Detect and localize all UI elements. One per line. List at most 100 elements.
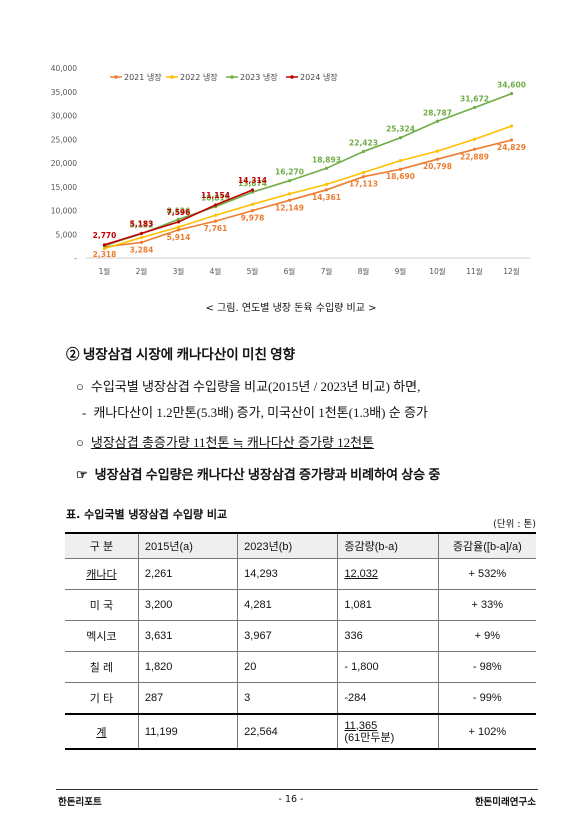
data-label: 17,113 (349, 180, 378, 189)
y-tick-label: 15,000 (51, 183, 77, 192)
table-cell: - 98% (437, 651, 536, 683)
data-label: 5,914 (167, 233, 191, 242)
data-label: 18,690 (386, 172, 415, 181)
table-cell: 증감량(b-a) (337, 532, 439, 559)
data-point (176, 217, 181, 222)
data-point (139, 231, 144, 235)
data-point (435, 157, 440, 161)
bullet-item: ☞ 냉장삼겹 수입량은 캐나다산 냉장삼겹 증가량과 비례하여 상승 중 (76, 464, 440, 483)
bullet-item: ○ 수입국별 냉장삼겹 수입량을 비교(2015년 / 2023년 비교) 하면, (76, 376, 420, 395)
table-cell: 2,261 (137, 558, 238, 590)
x-tick-label: 2월 (136, 266, 148, 276)
bullet-text: 냉장삼겹 수입량은 캐나다산 냉장삼겹 증가량과 비례하여 상승 중 (94, 467, 441, 482)
x-tick-label: 3월 (173, 266, 185, 276)
data-point (472, 137, 477, 141)
data-table: 구 분 2015년(a) 2023년(b) 증감량(b-a) 증감율([b-a]/a) 캐… (65, 532, 536, 750)
table-row: 미 국 3,200 4,281 1,081 + 33% (65, 589, 536, 621)
data-point (250, 188, 255, 192)
table-row: 멕시코 3,631 3,967 336 + 9% (65, 620, 536, 652)
table-cell: 3,967 (237, 620, 338, 652)
data-point (472, 147, 477, 151)
data-point (139, 240, 144, 245)
x-tick-label: 9월 (395, 266, 407, 276)
bullet-marker: ○ (76, 435, 84, 450)
table-title: 표. 수입국별 냉장삼겹 수입량 비교 (66, 508, 228, 521)
section-heading: ② 냉장삼겹 시장에 캐나다산이 미친 영향 (66, 347, 296, 362)
data-point (287, 198, 292, 202)
table-row: 계 11,199 22,564 11,365 (61만두분) + 102% (65, 713, 536, 750)
series-line (104, 125, 512, 250)
data-point (398, 159, 403, 163)
data-label: 28,787 (423, 108, 452, 117)
table-cell: 1,820 (137, 651, 238, 683)
y-tick-label: 40,000 (51, 64, 77, 73)
data-point (398, 136, 403, 140)
data-label: 25,324 (386, 125, 415, 134)
data-point (213, 203, 218, 207)
table-cell: 12,032 (337, 558, 439, 590)
table-cell: 336 (337, 620, 439, 652)
data-label: 7,596 (167, 208, 191, 217)
legend-marker (170, 75, 174, 79)
data-point (176, 228, 181, 232)
table-cell: + 102% (437, 713, 536, 750)
table-cell: 증감율([b-a]/a) (437, 532, 536, 559)
y-tick-label: 10,000 (51, 207, 77, 216)
bullet-marker: ○ (76, 379, 84, 394)
y-tick-label: 25,000 (51, 135, 77, 144)
data-label: 31,672 (460, 95, 489, 104)
table-cell: 4,281 (237, 589, 338, 621)
legend-label: 2022 냉장 (180, 72, 218, 82)
table-cell: 구 분 (65, 532, 139, 559)
y-tick-label: 20,000 (51, 159, 77, 168)
data-point (509, 124, 514, 128)
data-point (324, 188, 329, 192)
data-label: 11,154 (201, 191, 230, 200)
footer-left: 한돈리포트 (58, 797, 102, 808)
cell-line: (61만두분) (344, 731, 395, 744)
x-tick-label: 1월 (99, 266, 111, 276)
data-point (250, 209, 255, 213)
legend-marker (290, 75, 294, 79)
legend-marker (114, 75, 118, 79)
data-point (324, 166, 329, 170)
data-label: 22,423 (349, 138, 378, 147)
table-cell: 계 (65, 713, 139, 750)
footer-right: 한돈미래연구소 (474, 797, 536, 808)
figure-caption: < 그림. 연도별 냉장 돈육 수입량 비교 > (205, 303, 377, 314)
table-cell: 3 (237, 682, 338, 715)
table-cell: 1,081 (337, 589, 439, 621)
x-tick-label: 4월 (210, 266, 222, 276)
x-tick-label: 10월 (429, 266, 446, 276)
data-point (287, 192, 292, 196)
bullet-text: 수입국별 냉장삼겹 수입량을 비교(2015년 / 2023년 비교) 하면, (90, 379, 421, 394)
data-point (435, 119, 440, 123)
legend-label: 2021 냉장 (124, 72, 162, 82)
table-cell: 미 국 (65, 589, 139, 621)
table-row: 칠 레 1,820 20- 1,800- 98% (65, 651, 536, 683)
table-cell: 캐나다 (65, 558, 139, 590)
data-point (509, 138, 514, 142)
x-tick-label: 11월 (466, 266, 483, 276)
data-label: 5,122 (130, 221, 154, 230)
bullet-item: - 캐나다산이 1.2만톤(5.3배) 증가, 미국산이 1천톤(1.3배) 순 … (82, 402, 428, 421)
x-tick-label: 5월 (247, 266, 259, 276)
y-tick-label: 35,000 (51, 88, 77, 97)
x-tick-label: 8월 (358, 266, 370, 276)
data-label: 22,889 (460, 152, 489, 161)
data-label: 12,149 (275, 203, 304, 212)
table-row: 캐나다 2,261 14,293 12,032 + 532% (65, 558, 536, 590)
chart: - 5,000 10,000 15,000 20,000 25,000 30,000 35,0… (51, 64, 530, 276)
table-cell: - 1,800 (337, 651, 439, 683)
x-tick-label: 6월 (284, 266, 296, 276)
table-cell: 14,293 (237, 558, 338, 590)
table-cell: - 99% (437, 682, 536, 715)
data-label: 16,270 (275, 168, 304, 177)
bullet-marker: - (82, 405, 87, 420)
data-point (435, 149, 440, 153)
table-cell: 11,199 (137, 713, 238, 750)
table-row: 기 타 287 3 -284- 99% (65, 682, 536, 715)
data-point (287, 179, 292, 183)
data-label: 14,361 (312, 193, 341, 202)
